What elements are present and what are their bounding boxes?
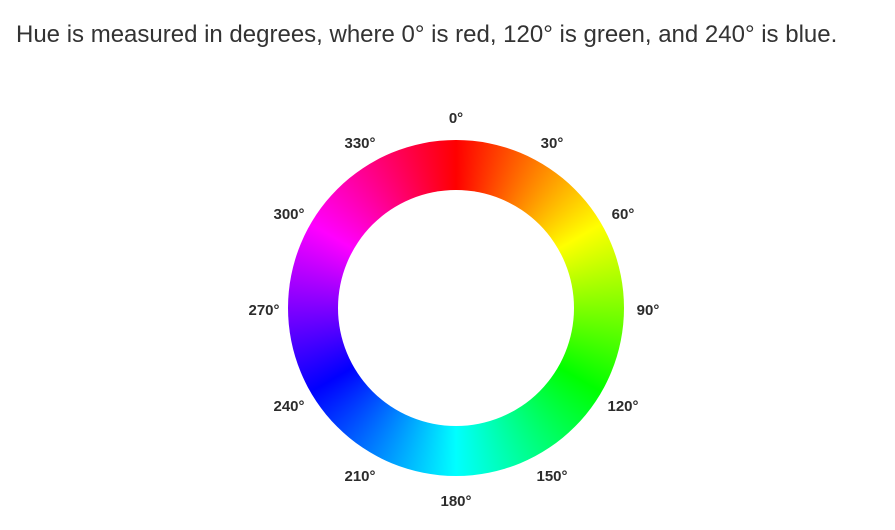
ring-center [338,190,574,426]
label-180-deg: 180° [440,493,472,510]
label-0-deg: 0° [448,110,464,127]
label-270-deg: 270° [248,302,280,319]
label-60-deg: 60° [611,206,635,223]
label-150-deg: 150° [536,468,568,485]
label-90-deg: 90° [636,302,660,319]
label-210-deg: 210° [344,468,376,485]
caption-text: Hue is measured in degrees, where 0° is … [16,21,838,48]
label-300-deg: 300° [273,206,305,223]
label-30-deg: 30° [540,135,564,152]
hue-color-ring [288,140,624,476]
label-120-deg: 120° [607,398,639,415]
label-240-deg: 240° [273,398,305,415]
label-330-deg: 330° [344,135,376,152]
